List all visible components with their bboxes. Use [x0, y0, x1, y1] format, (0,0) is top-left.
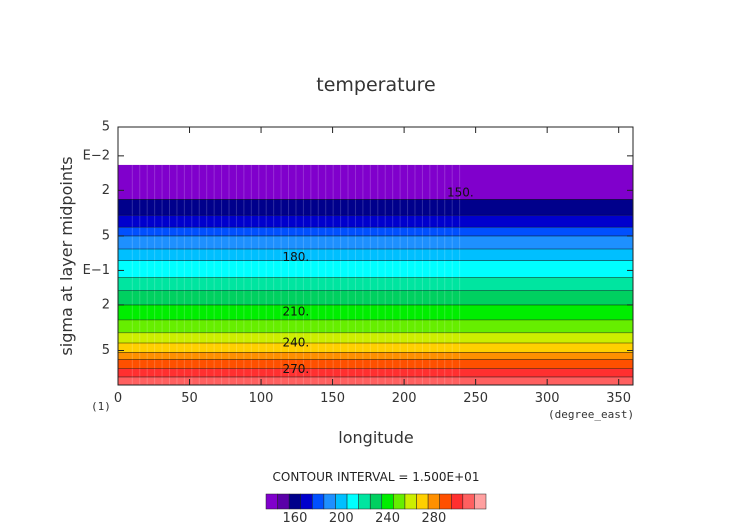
contour-band-12 — [118, 343, 633, 353]
contour-interval-note: CONTOUR INTERVAL = 1.500E+01 — [273, 470, 480, 484]
colorbar-swatch-9 — [369, 493, 383, 510]
y-corner-label: (1) — [91, 400, 111, 413]
y-axis-ticks: 5 E−2 2 5 E−1 2 5 — [83, 120, 633, 358]
contour-label-3: 240. — [283, 336, 310, 350]
x-tick-label-100: 100 — [249, 391, 274, 406]
colorbar — [265, 493, 487, 510]
contour-band-6 — [118, 260, 633, 278]
x-tick-label-300: 300 — [535, 391, 560, 406]
colorbar-swatch-14 — [427, 493, 440, 510]
contour-band-1 — [118, 199, 633, 216]
contour-labels: 150. 180. 210. 240. 270. — [283, 185, 474, 376]
colorbar-swatch-17 — [462, 493, 475, 510]
plot-frame — [117, 126, 634, 386]
contour-band-4 — [118, 235, 633, 249]
colorbar-tick-160: 160 — [283, 511, 308, 526]
y-tick-label-3: 5 — [102, 228, 110, 243]
colorbar-swatch-1 — [277, 493, 290, 510]
colorbar-swatch-0 — [265, 493, 278, 510]
x-axis-ticks: 0 50 100 150 200 250 300 350 — [114, 127, 631, 406]
chart-title: temperature — [316, 74, 435, 96]
x-tick-label-350: 350 — [606, 391, 631, 406]
colorbar-swatch-6 — [335, 493, 348, 510]
colorbar-tick-200: 200 — [329, 511, 354, 526]
colorbar-swatch-10 — [381, 493, 394, 510]
contour-label-1: 180. — [283, 250, 310, 264]
y-tick-label-1: E−2 — [83, 148, 110, 163]
contour-band-8 — [118, 290, 633, 305]
y-axis-label: sigma at layer midpoints — [57, 156, 76, 355]
colorbar-swatch-12 — [404, 493, 417, 510]
contour-band-10 — [118, 319, 633, 333]
x-tick-label-50: 50 — [181, 391, 198, 406]
y-tick-label-5: 2 — [102, 297, 110, 312]
contour-band-0 — [118, 164, 633, 200]
colorbar-swatch-11 — [393, 493, 406, 510]
colorbar-swatch-3 — [300, 493, 313, 510]
contour-band-16 — [118, 376, 633, 385]
contour-band-13 — [118, 352, 633, 360]
y-tick-label-6: 5 — [102, 343, 110, 358]
colorbar-swatch-16 — [451, 493, 464, 510]
colorbar-tick-labels: 160 200 240 280 — [283, 511, 447, 526]
colorbar-tick-240: 240 — [375, 511, 400, 526]
colorbar-swatch-2 — [288, 493, 301, 510]
contour-band-15 — [118, 368, 633, 377]
colorbar-swatch-18 — [474, 493, 487, 510]
colorbar-swatch-5 — [323, 493, 336, 510]
contour-band-2 — [118, 215, 633, 228]
x-tick-label-0: 0 — [114, 391, 122, 406]
colorbar-swatch-15 — [439, 493, 452, 510]
colorbar-swatch-8 — [358, 493, 371, 510]
contour-label-4: 270. — [283, 362, 310, 376]
colorbar-swatch-13 — [416, 493, 429, 510]
contour-band-3 — [118, 227, 633, 236]
contour-label-0: 150. — [447, 185, 474, 199]
x-tick-label-150: 150 — [320, 391, 345, 406]
y-tick-label-0: 5 — [102, 120, 110, 135]
x-tick-label-200: 200 — [392, 391, 417, 406]
contour-band-7 — [118, 277, 633, 291]
colorbar-swatch-7 — [346, 493, 359, 510]
plot-area — [118, 127, 633, 385]
contour-band-9 — [118, 304, 633, 320]
colorbar-tick-280: 280 — [421, 511, 446, 526]
y-tick-label-4: E−1 — [83, 263, 110, 278]
contour-lines — [118, 199, 633, 378]
x-tick-label-250: 250 — [463, 391, 488, 406]
y-tick-label-2: 2 — [102, 183, 110, 198]
contour-label-2: 210. — [283, 304, 310, 318]
x-axis-label: longitude — [338, 428, 413, 447]
colorbar-swatch-4 — [312, 493, 325, 510]
contour-band-5 — [118, 248, 633, 261]
x-unit-label: (degree_east) — [548, 408, 634, 421]
contour-band-14 — [118, 359, 633, 369]
contour-band-11 — [118, 332, 633, 344]
